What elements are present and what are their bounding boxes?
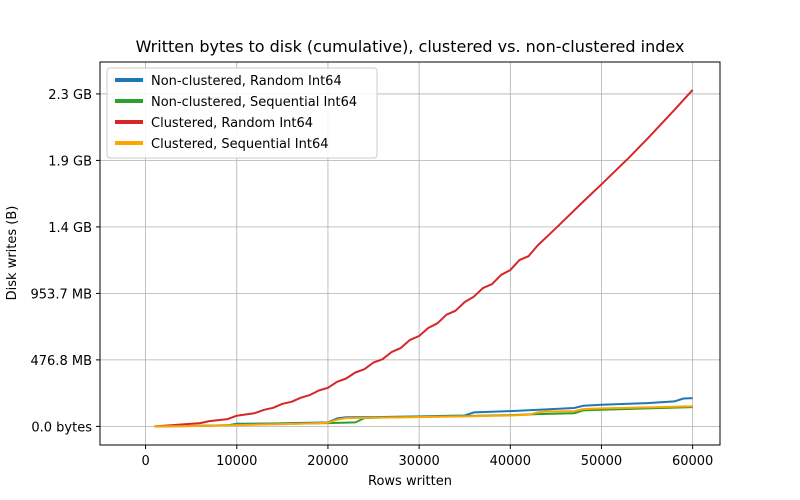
y-tick-label: 2.3 GB xyxy=(48,88,92,103)
legend-label: Non-clustered, Random Int64 xyxy=(151,74,342,89)
legend: Non-clustered, Random Int64 Non-clustered… xyxy=(106,67,378,159)
series-line-4 xyxy=(154,405,693,428)
x-tick-label: 60000 xyxy=(672,454,713,469)
y-tick-label: 1.4 GB xyxy=(48,221,92,236)
x-tick-label: 30000 xyxy=(398,454,439,469)
series-line-3 xyxy=(154,89,694,428)
legend-label: Clustered, Sequential Int64 xyxy=(151,137,328,152)
x-axis-label: Rows written xyxy=(368,474,452,489)
legend-label: Clustered, Random Int64 xyxy=(151,116,313,131)
x-tick-label: 50000 xyxy=(581,454,622,469)
y-tick-label: 1.9 GB xyxy=(48,154,92,169)
x-tick-label: 10000 xyxy=(216,454,257,469)
x-tick-label: 0 xyxy=(141,454,149,469)
x-tick-label: 20000 xyxy=(307,454,348,469)
plot-frame xyxy=(99,61,721,446)
chart-title: Written bytes to disk (cumulative), clus… xyxy=(136,37,685,56)
axis-ticks: 0 10000 20000 30000 40000 50000 60000 0.0 bytes… xyxy=(31,88,714,469)
y-tick-label: 476.8 MB xyxy=(31,354,92,369)
series-lines xyxy=(154,89,694,428)
y-axis-label: Disk writes (B) xyxy=(5,206,20,301)
y-tick-label: 0.0 bytes xyxy=(31,420,92,435)
x-tick-label: 40000 xyxy=(490,454,531,469)
legend-label: Non-clustered, Sequential Int64 xyxy=(151,95,357,110)
legend-box xyxy=(106,67,378,159)
y-tick-label: 953.7 MB xyxy=(31,287,92,302)
